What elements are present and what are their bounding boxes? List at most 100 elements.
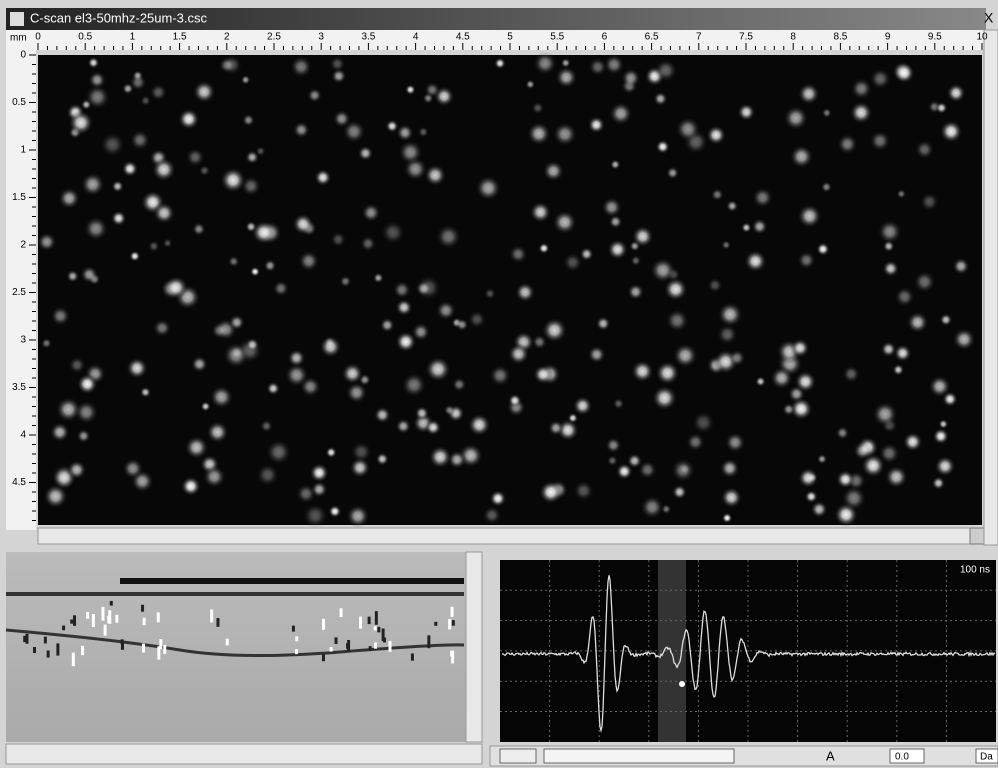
- nav-buttons[interactable]: [499, 748, 537, 764]
- value-field[interactable]: [889, 748, 925, 764]
- speckle: [842, 365, 861, 384]
- speckle: [202, 465, 226, 489]
- reflector: [159, 639, 163, 649]
- ruler-label: 9: [885, 32, 891, 43]
- speckle: [670, 457, 696, 483]
- close-button[interactable]: X: [984, 10, 994, 26]
- reflector: [23, 635, 27, 643]
- vertical-scrollbar[interactable]: [983, 29, 998, 546]
- scroll-right[interactable]: [969, 527, 985, 545]
- speckle: [149, 83, 168, 102]
- left-ruler: [6, 50, 36, 530]
- reflector: [367, 616, 371, 625]
- speckle: [392, 280, 412, 299]
- ruler-label: 4: [20, 430, 26, 441]
- ruler-label: 4: [413, 32, 419, 43]
- speckle: [245, 150, 260, 165]
- reflector: [56, 643, 60, 656]
- speckle: [752, 186, 774, 209]
- speckle: [612, 397, 625, 410]
- speckle: [810, 500, 828, 519]
- reflector: [291, 625, 295, 632]
- speckle: [359, 235, 377, 252]
- speckle: [68, 110, 94, 136]
- speckle: [751, 218, 768, 235]
- b-scan-scrollbar[interactable]: [465, 551, 483, 743]
- speckle: [631, 225, 654, 248]
- speckle: [191, 222, 206, 237]
- speckle: [307, 87, 323, 103]
- reflector: [383, 637, 387, 643]
- text-tool[interactable]: A: [826, 748, 835, 763]
- reflector: [216, 618, 220, 627]
- reflector: [225, 638, 229, 646]
- speckle: [443, 404, 456, 417]
- reflector: [373, 642, 377, 649]
- speckle: [562, 252, 583, 273]
- reflector: [450, 650, 454, 657]
- speckle: [325, 446, 338, 459]
- ruler-label: 3.5: [12, 382, 26, 393]
- speckle: [153, 202, 176, 225]
- speckle: [209, 385, 234, 409]
- reflector: [329, 646, 333, 652]
- interface-line: [5, 628, 465, 658]
- speckle: [821, 107, 833, 119]
- reflector: [32, 647, 36, 653]
- speckle: [630, 255, 642, 267]
- speckle: [707, 277, 723, 294]
- speckle: [482, 505, 502, 525]
- speckle: [717, 301, 743, 328]
- speckle: [892, 363, 905, 376]
- speckle: [475, 175, 502, 201]
- mode-text: Da: [980, 752, 993, 763]
- speckle: [835, 425, 850, 440]
- reflector: [450, 606, 454, 617]
- b-scan-hscrollbar[interactable]: [5, 743, 483, 765]
- speckle: [80, 265, 99, 284]
- speckle: [935, 101, 948, 115]
- reflector: [377, 626, 381, 633]
- reflector: [141, 604, 145, 612]
- ruler-label: 2.5: [267, 32, 281, 43]
- speckle: [395, 298, 413, 317]
- ruler-label: 0.5: [12, 97, 26, 108]
- speckle: [122, 457, 144, 480]
- reflector: [120, 643, 124, 650]
- speckle: [314, 168, 332, 187]
- speckle: [467, 310, 487, 329]
- speckle: [507, 343, 530, 365]
- reflector: [115, 614, 119, 623]
- speckle: [841, 485, 867, 511]
- speckle: [934, 455, 956, 477]
- reflector: [91, 613, 95, 628]
- speckle: [531, 101, 545, 115]
- speckle: [508, 244, 528, 264]
- speckle: [533, 51, 557, 76]
- speckle: [942, 391, 958, 408]
- reflector: [374, 611, 378, 625]
- speckle: [541, 317, 568, 343]
- speckle: [110, 210, 127, 227]
- reflector: [427, 635, 431, 649]
- speckle: [671, 484, 688, 500]
- ruler-label: 3.5: [361, 32, 375, 43]
- mode-field[interactable]: [975, 748, 998, 764]
- ruler-label: 5.5: [550, 32, 564, 43]
- speckle: [249, 266, 261, 277]
- ruler-label: 8.5: [833, 32, 847, 43]
- reflector: [81, 645, 85, 656]
- speckle: [665, 308, 689, 333]
- speckle: [121, 160, 139, 178]
- speckle: [428, 445, 452, 469]
- horizontal-scrollbar[interactable]: [37, 527, 983, 545]
- speckle: [932, 427, 950, 445]
- reflector: [109, 600, 113, 606]
- speckle: [415, 274, 442, 301]
- a-scan-scrollbar[interactable]: [543, 748, 735, 764]
- ruler-label: 1.5: [173, 32, 187, 43]
- speckle: [601, 196, 623, 218]
- ruler-label: 6.5: [645, 32, 659, 43]
- reflector: [86, 611, 90, 619]
- speckle: [152, 318, 172, 338]
